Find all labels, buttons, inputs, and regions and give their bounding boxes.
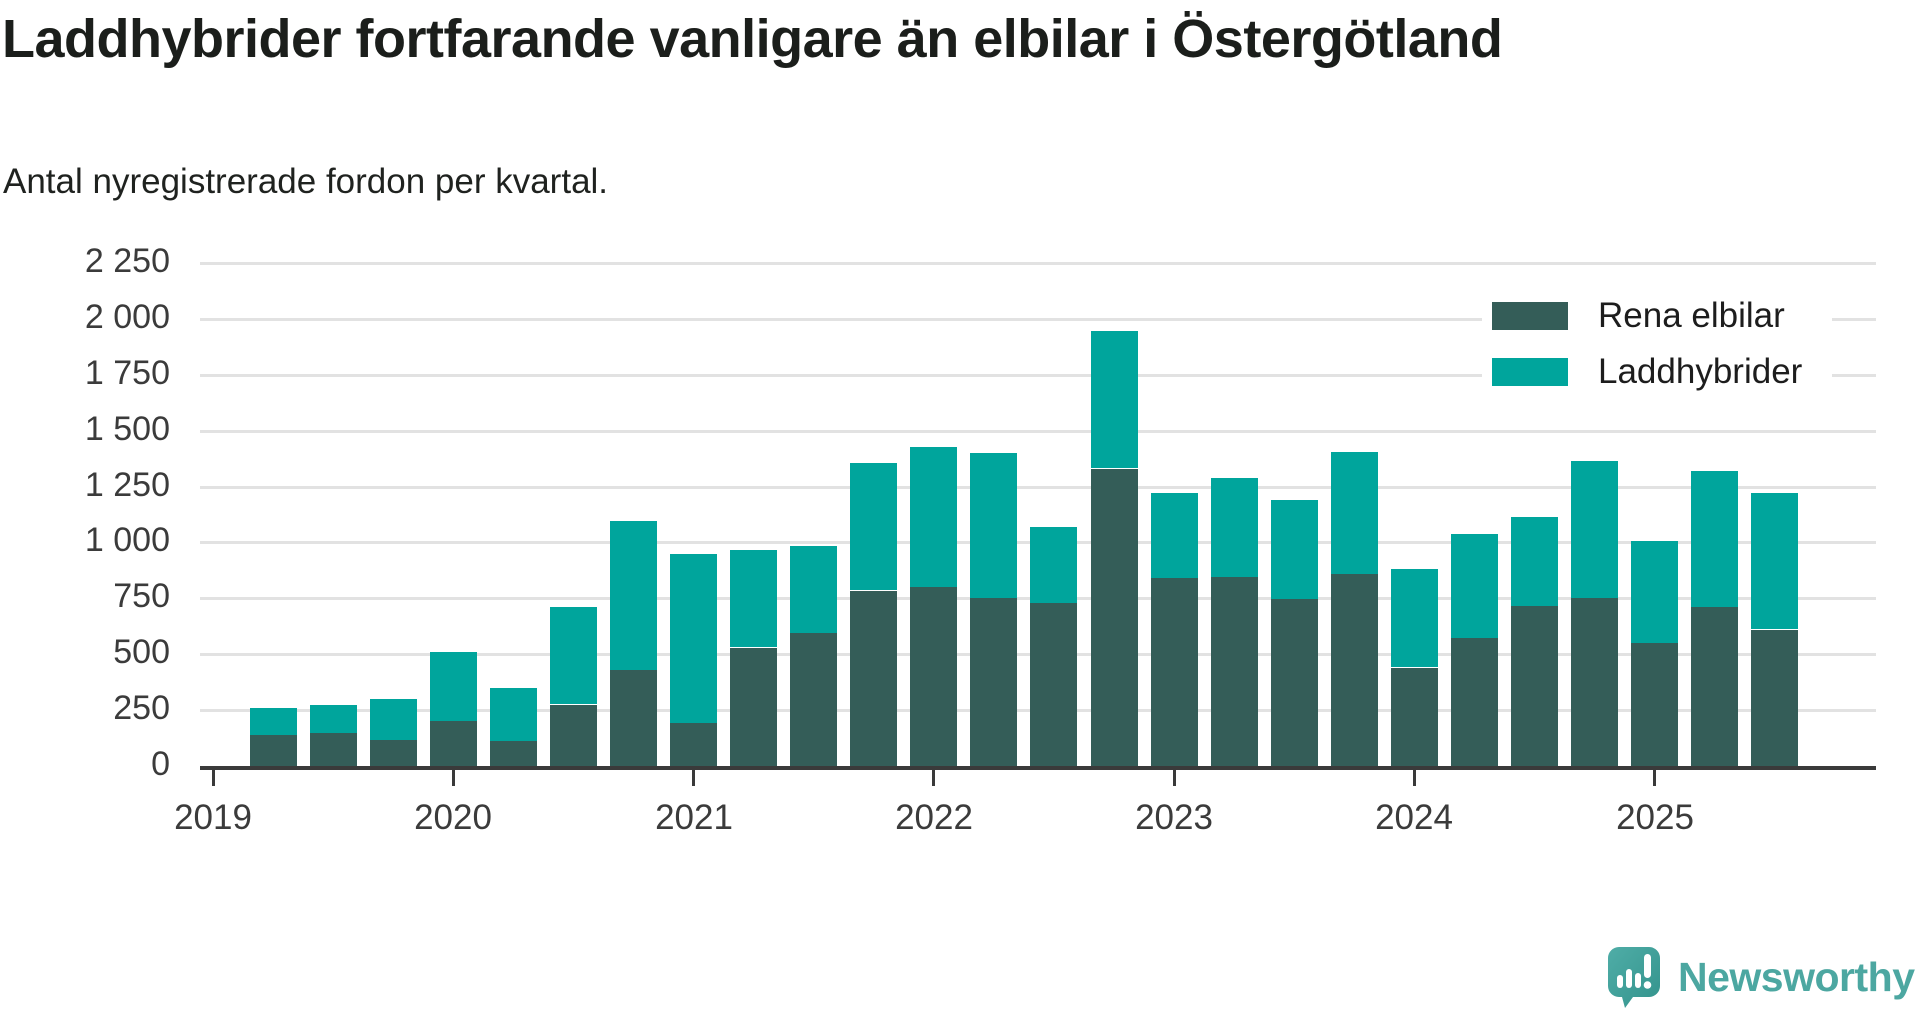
- bar-2019Q3-rena-elbilar[interactable]: [310, 732, 357, 766]
- legend-label: Laddhybrider: [1598, 352, 1803, 391]
- bar-2021Q4-laddhybrider[interactable]: [850, 463, 897, 590]
- bar-2024Q3-rena-elbilar[interactable]: [1511, 606, 1558, 766]
- x-tick-2023: [1173, 770, 1176, 786]
- bar-2019Q4-laddhybrider[interactable]: [370, 699, 417, 740]
- bar-2020Q2-rena-elbilar[interactable]: [490, 740, 537, 766]
- bar-2021Q1-rena-elbilar[interactable]: [670, 722, 717, 766]
- x-axis-label-2022: 2022: [895, 798, 973, 837]
- chart-subtitle: Antal nyregistrerade fordon per kvartal.: [3, 162, 609, 201]
- bar-2024Q3-laddhybrider[interactable]: [1511, 517, 1558, 606]
- y-axis-label: 2 250: [84, 242, 170, 280]
- bar-2024Q4-rena-elbilar[interactable]: [1571, 598, 1618, 766]
- bar-2021Q4-rena-elbilar[interactable]: [850, 591, 897, 766]
- gridline-y-1250: [200, 486, 1876, 489]
- x-tick-2024: [1413, 770, 1416, 786]
- bar-2022Q3-laddhybrider[interactable]: [1030, 527, 1077, 603]
- bar-2023Q1-rena-elbilar[interactable]: [1151, 578, 1198, 766]
- bar-2024Q4-laddhybrider[interactable]: [1571, 461, 1618, 598]
- bar-2019Q2-laddhybrider[interactable]: [250, 708, 297, 735]
- x-axis-line: [200, 766, 1876, 770]
- bar-2023Q4-laddhybrider[interactable]: [1331, 452, 1378, 574]
- bar-2025Q2-rena-elbilar[interactable]: [1691, 607, 1738, 766]
- y-axis-label: 1 250: [84, 466, 170, 504]
- branding-name: Newsworthy: [1678, 953, 1915, 1000]
- bar-2024Q2-rena-elbilar[interactable]: [1451, 637, 1498, 766]
- bar-2022Q1-laddhybrider[interactable]: [910, 447, 957, 587]
- x-axis-label-2019: 2019: [174, 798, 252, 837]
- bar-2023Q2-laddhybrider[interactable]: [1211, 478, 1258, 577]
- x-tick-2020: [452, 770, 455, 786]
- bar-2022Q1-rena-elbilar[interactable]: [910, 587, 957, 766]
- bar-2020Q4-laddhybrider[interactable]: [610, 521, 657, 670]
- bar-2019Q3-laddhybrider[interactable]: [310, 705, 357, 733]
- x-tick-2021: [692, 770, 695, 786]
- x-tick-2025: [1653, 770, 1656, 786]
- y-axis-label: 1 000: [84, 521, 170, 559]
- newsworthy-logo-icon: [1608, 947, 1660, 1008]
- bar-2023Q1-laddhybrider[interactable]: [1151, 493, 1198, 578]
- bar-2022Q2-laddhybrider[interactable]: [970, 453, 1017, 598]
- bar-2020Q3-laddhybrider[interactable]: [550, 607, 597, 704]
- bar-2021Q2-rena-elbilar[interactable]: [730, 648, 777, 766]
- legend-swatch-icon: [1492, 358, 1568, 386]
- bar-2023Q2-rena-elbilar[interactable]: [1211, 577, 1258, 766]
- bar-2021Q2-laddhybrider[interactable]: [730, 550, 777, 647]
- y-axis-label: 750: [113, 577, 170, 615]
- bar-2024Q1-laddhybrider[interactable]: [1391, 569, 1438, 667]
- gridline-y-1500: [200, 430, 1876, 433]
- x-axis-label-2024: 2024: [1375, 798, 1453, 837]
- bar-2020Q1-rena-elbilar[interactable]: [430, 721, 477, 766]
- x-axis-label-2020: 2020: [414, 798, 492, 837]
- y-axis-label: 250: [113, 689, 170, 727]
- bar-2022Q4-laddhybrider[interactable]: [1091, 331, 1138, 468]
- y-axis-label: 0: [151, 745, 170, 783]
- bar-2025Q2-laddhybrider[interactable]: [1691, 471, 1738, 607]
- x-axis-label-2023: 2023: [1135, 798, 1213, 837]
- chart-title: Laddhybrider fortfarande vanligare än el…: [2, 9, 1503, 69]
- bar-2023Q3-laddhybrider[interactable]: [1271, 500, 1318, 599]
- x-tick-2019: [212, 770, 215, 786]
- x-axis-label-2025: 2025: [1616, 798, 1694, 837]
- bar-2023Q4-rena-elbilar[interactable]: [1331, 574, 1378, 766]
- bar-2023Q3-rena-elbilar[interactable]: [1271, 599, 1318, 766]
- legend-item-rena-elbilar[interactable]: Rena elbilar: [1492, 294, 1802, 338]
- bar-2019Q2-rena-elbilar[interactable]: [250, 735, 297, 766]
- bar-2025Q1-laddhybrider[interactable]: [1631, 541, 1678, 643]
- bar-2021Q3-laddhybrider[interactable]: [790, 546, 837, 633]
- bar-2025Q3-laddhybrider[interactable]: [1751, 493, 1798, 629]
- bar-2024Q1-rena-elbilar[interactable]: [1391, 668, 1438, 766]
- gridline-y-2250: [200, 262, 1876, 265]
- legend-item-laddhybrider[interactable]: Laddhybrider: [1492, 350, 1802, 394]
- bar-2025Q3-rena-elbilar[interactable]: [1751, 630, 1798, 766]
- legend: Rena elbilar Laddhybrider: [1482, 290, 1833, 404]
- y-axis-label: 1 750: [84, 354, 170, 392]
- bar-2022Q2-rena-elbilar[interactable]: [970, 598, 1017, 766]
- branding[interactable]: Newsworthy: [1606, 945, 1915, 1009]
- bar-2022Q4-rena-elbilar[interactable]: [1091, 469, 1138, 766]
- bar-2020Q2-laddhybrider[interactable]: [490, 688, 537, 741]
- bar-2022Q3-rena-elbilar[interactable]: [1030, 603, 1077, 766]
- bar-2020Q4-rena-elbilar[interactable]: [610, 670, 657, 766]
- bar-2021Q1-laddhybrider[interactable]: [670, 554, 717, 723]
- gridline-y-1750: [200, 374, 1876, 377]
- y-axis-label: 1 500: [84, 410, 170, 448]
- bar-2019Q4-rena-elbilar[interactable]: [370, 740, 417, 766]
- legend-label: Rena elbilar: [1598, 296, 1785, 335]
- bar-2024Q2-laddhybrider[interactable]: [1451, 534, 1498, 638]
- y-axis-label: 500: [113, 633, 170, 671]
- x-tick-2022: [932, 770, 935, 786]
- bar-2021Q3-rena-elbilar[interactable]: [790, 633, 837, 766]
- bar-2020Q3-rena-elbilar[interactable]: [550, 705, 597, 766]
- y-axis-label: 2 000: [84, 298, 170, 336]
- bar-2025Q1-rena-elbilar[interactable]: [1631, 643, 1678, 766]
- gridline-y-2000: [200, 318, 1876, 321]
- bar-2020Q1-laddhybrider[interactable]: [430, 652, 477, 721]
- legend-swatch-icon: [1492, 302, 1568, 330]
- x-axis-label-2021: 2021: [655, 798, 733, 837]
